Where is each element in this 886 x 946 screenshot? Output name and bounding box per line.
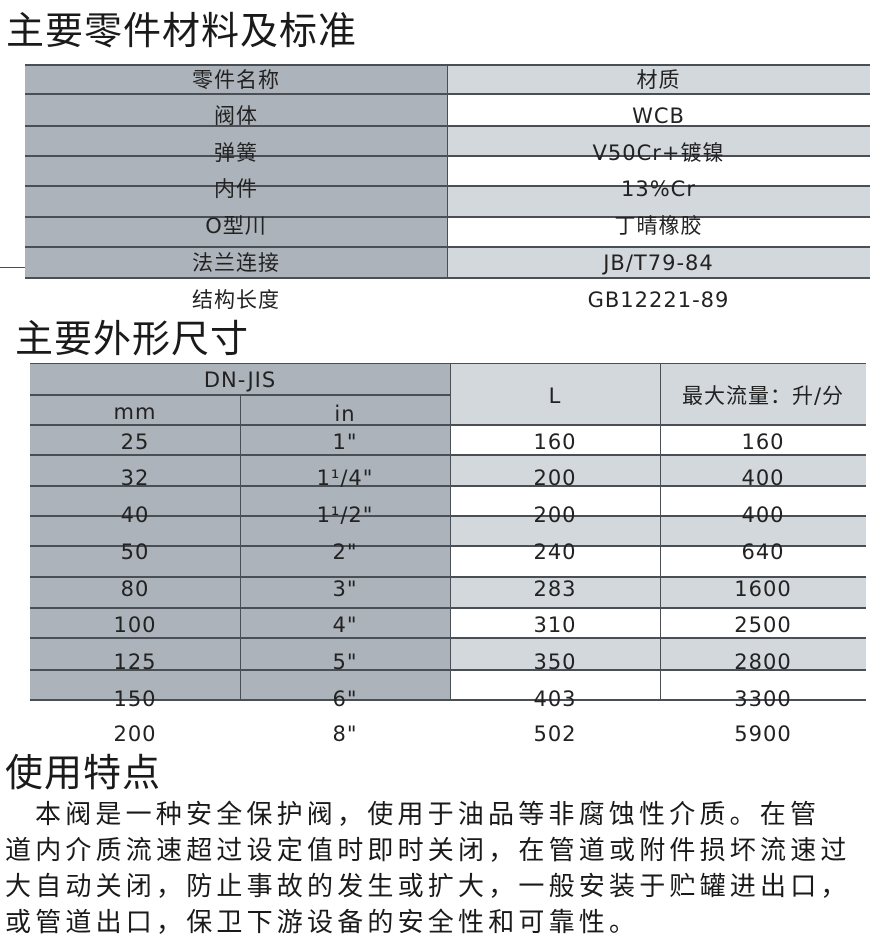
divider	[660, 364, 661, 701]
table-cell	[25, 157, 447, 187]
size-mm: 25	[120, 430, 150, 454]
header-material: 材质	[636, 68, 681, 92]
size-mm: 80	[120, 577, 150, 601]
max-flow: 2500	[734, 613, 792, 637]
max-flow: 1600	[734, 577, 792, 601]
length: 350	[533, 650, 577, 674]
table-cell	[450, 609, 866, 639]
table-cell	[25, 248, 447, 279]
table-cell	[447, 187, 870, 218]
table-cell	[450, 671, 866, 701]
size-in: 2"	[332, 540, 358, 564]
length: 283	[533, 577, 577, 601]
size-in: 6"	[332, 687, 358, 711]
length: 403	[533, 687, 577, 711]
size-mm: 50	[120, 540, 150, 564]
max-flow: 160	[741, 430, 785, 454]
size-in: 1¹/4"	[316, 466, 374, 490]
table-cell	[25, 95, 447, 127]
part-name: 法兰连接	[192, 251, 280, 275]
length: 502	[533, 722, 577, 746]
size-in: 1"	[332, 430, 358, 454]
features-line: 大自动关闭，防止事故的发生或扩大，一般安装于贮罐进出口，	[5, 872, 851, 902]
divider	[450, 364, 451, 701]
header-cell	[30, 364, 450, 396]
table-cell	[450, 456, 866, 487]
length: 240	[533, 540, 577, 564]
size-mm: 200	[113, 722, 157, 746]
table-cell	[25, 66, 447, 95]
table-cell	[25, 127, 447, 157]
size-mm: 150	[113, 687, 157, 711]
materials-title: 主要零件材料及标准	[6, 9, 358, 53]
table-cell	[450, 547, 866, 578]
material-value: 丁晴橡胶	[614, 214, 703, 238]
divider	[447, 65, 448, 279]
header-cell	[450, 364, 866, 426]
header-dn-jis: DN-JIS	[203, 368, 277, 392]
max-flow: 2800	[734, 650, 792, 674]
length: 310	[533, 613, 577, 637]
features-line: 或管道出口，保卫下游设备的安全性和可靠性。	[5, 908, 640, 938]
header-in: in	[334, 402, 356, 426]
part-name: 弹簧	[214, 141, 258, 165]
table-cell	[25, 187, 447, 218]
size-mm: 32	[120, 466, 150, 490]
size-mm: 125	[113, 650, 157, 674]
table-cell	[447, 218, 870, 248]
material-value: V50Cr+镀镍	[592, 141, 725, 165]
part-name: 阀体	[214, 104, 258, 128]
table-cell	[447, 127, 870, 157]
header-length: L	[548, 384, 562, 408]
max-flow: 400	[741, 503, 785, 527]
material-value: GB12221-89	[587, 288, 730, 312]
features-title: 使用特点	[5, 751, 162, 795]
table-cell	[450, 517, 866, 547]
size-in: 1¹/2"	[316, 503, 374, 527]
features-line: 本阀是一种安全保护阀，使用于油品等非腐蚀性介质。在管	[35, 800, 821, 830]
table-cell	[450, 426, 866, 456]
material-value: 13%Cr	[621, 177, 696, 201]
table-cell	[450, 487, 866, 517]
length: 160	[533, 430, 577, 454]
table-cell	[450, 578, 866, 609]
features-line: 道内介质流速超过设定值时即时关闭，在管道或附件损坏流速过	[5, 836, 851, 866]
header-mm: mm	[113, 400, 157, 424]
max-flow: 640	[741, 540, 785, 564]
table-cell	[447, 95, 870, 127]
table-cell	[447, 157, 870, 187]
divider	[0, 267, 25, 268]
material-value: WCB	[632, 104, 685, 128]
divider	[240, 396, 241, 701]
size-in: 8"	[332, 722, 358, 746]
max-flow: 3300	[734, 687, 792, 711]
part-name: 结构长度	[192, 288, 280, 312]
header-part: 零件名称	[192, 68, 280, 92]
max-flow: 5900	[734, 722, 792, 746]
length: 200	[533, 503, 577, 527]
table-cell	[447, 66, 870, 95]
material-value: JB/T79-84	[603, 251, 714, 275]
dimensions-title: 主要外形尺寸	[15, 317, 250, 361]
table-cell	[25, 218, 447, 248]
table-cell	[447, 248, 870, 279]
size-in: 4"	[332, 613, 358, 637]
size-in: 5"	[332, 650, 358, 674]
size-mm: 100	[113, 613, 157, 637]
header-max-flow: 最大流量：升/分	[681, 384, 845, 408]
part-name: 内件	[214, 177, 258, 201]
size-in: 3"	[332, 577, 358, 601]
table-cell	[450, 639, 866, 671]
length: 200	[533, 466, 577, 490]
size-mm: 40	[120, 503, 150, 527]
part-name: O型川	[205, 214, 267, 238]
max-flow: 400	[741, 466, 785, 490]
